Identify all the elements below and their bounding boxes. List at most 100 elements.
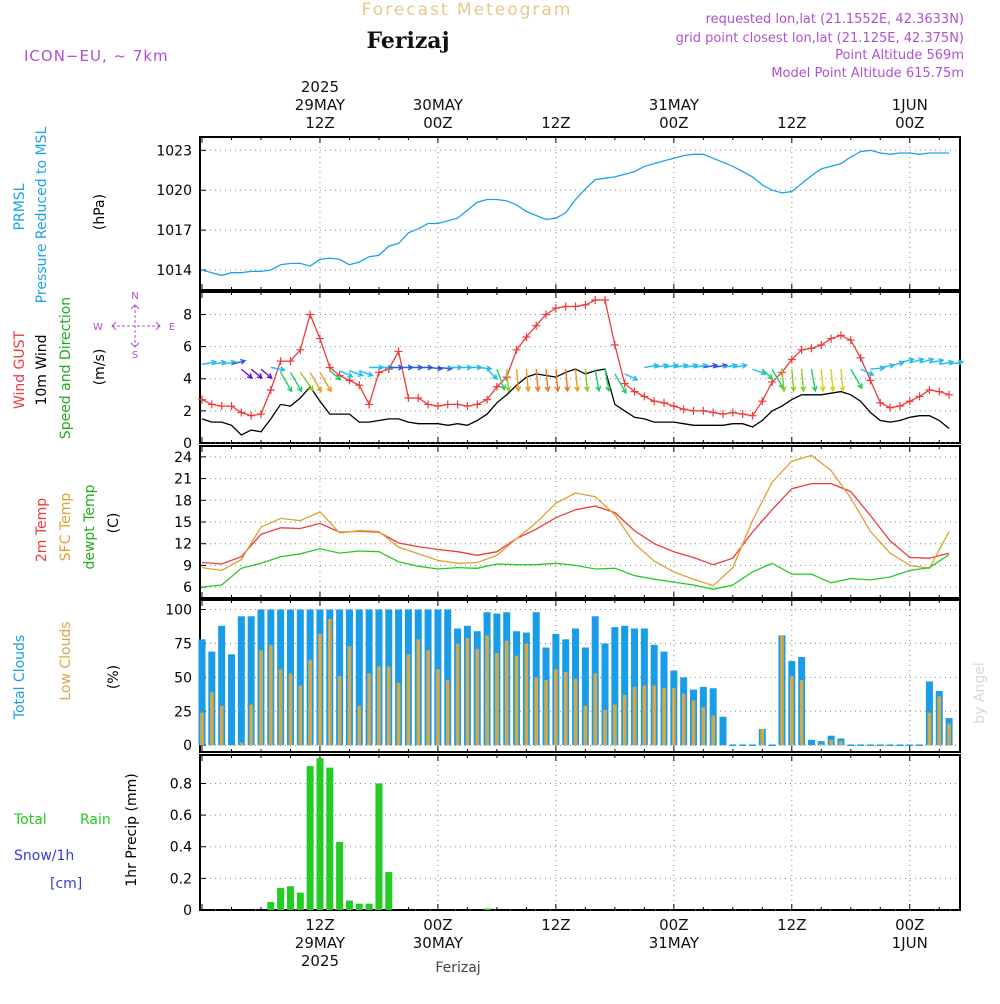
wind-ytick-label: 8 xyxy=(183,307,192,323)
bottom-axis-label: 30MAY xyxy=(413,934,464,952)
gust-point xyxy=(886,403,895,412)
gust-point xyxy=(699,406,708,415)
gust-point xyxy=(669,402,678,411)
clouds-ytick-label: 100 xyxy=(165,603,192,619)
gust-point xyxy=(738,410,747,419)
pressure-label-msl: Pressure Reduced to MSL xyxy=(34,126,50,303)
gust-point xyxy=(424,400,433,409)
wind-direction-arrow xyxy=(761,368,774,381)
low-cloud-bar xyxy=(573,678,578,746)
temperature-ytick-label: 15 xyxy=(174,515,192,531)
pressure-ytick-label: 1014 xyxy=(156,263,192,279)
gust-point xyxy=(315,334,324,343)
wind-direction-arrow xyxy=(909,357,925,364)
rain-bar xyxy=(345,900,353,910)
gust-point xyxy=(473,400,482,409)
compass-n: N xyxy=(131,291,138,302)
total-cloud-bar xyxy=(218,625,226,746)
gust-point xyxy=(571,302,580,311)
gust-point xyxy=(207,400,216,409)
low-cloud-bar xyxy=(367,673,371,746)
top-axis-label: 12Z xyxy=(777,114,806,132)
low-cloud-bar xyxy=(210,692,214,746)
pressure-ytick-label: 1020 xyxy=(156,183,192,199)
low-cloud-bar xyxy=(554,669,558,746)
temp-unit: (C) xyxy=(106,513,122,534)
total-cloud-bar xyxy=(601,643,609,746)
pressure-unit: (hPa) xyxy=(92,194,108,230)
gust-point xyxy=(414,394,423,403)
total-cloud-bar xyxy=(247,616,255,746)
wind-direction-arrow xyxy=(554,369,561,393)
precipitation-frame xyxy=(199,754,961,911)
low-cloud-bar xyxy=(790,676,794,746)
low-cloud-bar xyxy=(514,655,519,746)
low-cloud-bar xyxy=(691,700,696,746)
low-cloud-bar xyxy=(396,682,401,746)
bottom-axis-label: 29MAY xyxy=(295,934,346,952)
low-cloud-bar xyxy=(337,676,342,746)
wind-unit: (m/s) xyxy=(92,349,108,386)
temperature-ytick-label: 18 xyxy=(174,493,192,509)
bottom-axis-label: 12Z xyxy=(777,916,806,934)
gust-point xyxy=(650,397,659,406)
gust-point xyxy=(306,310,315,319)
wind-direction-arrow xyxy=(819,369,826,393)
temp-label-dewpt: dewpt Temp xyxy=(82,484,98,569)
temperature-labels: 2m Temp SFC Temp dewpt Temp (C) xyxy=(34,484,122,569)
wind-direction-arrow xyxy=(919,357,935,364)
rain-bar xyxy=(267,902,275,910)
low-cloud-bar xyxy=(475,648,480,746)
gust-point xyxy=(689,406,698,415)
top-axis-label: 29MAY xyxy=(295,96,346,114)
gust-point xyxy=(217,402,226,411)
low-cloud-bar xyxy=(937,696,942,746)
wind-direction-arrow xyxy=(929,358,945,364)
wind-direction-arrow xyxy=(899,357,915,364)
bottom-axis-label: 00Z xyxy=(895,916,924,934)
gust-point xyxy=(827,334,836,343)
dewpt-line xyxy=(201,548,950,590)
clouds-panel: 0 25 50 75 100 xyxy=(165,599,961,754)
wind-direction-arrow xyxy=(231,358,247,365)
wind-direction-arrow xyxy=(948,359,965,366)
gust-point xyxy=(836,331,845,340)
temp-2m-line xyxy=(201,482,950,566)
low-cloud-bar xyxy=(593,673,597,746)
precipitation-panel: 0 0.2 0.4 0.6 0.8 xyxy=(170,754,961,919)
wind-direction-arrow xyxy=(732,362,749,369)
total-cloud-bar xyxy=(227,654,235,746)
low-cloud-bar xyxy=(799,680,804,746)
gust-point xyxy=(807,344,816,353)
low-cloud-bar xyxy=(504,640,509,746)
low-cloud-bar xyxy=(485,635,489,746)
gust-point xyxy=(915,392,924,401)
total-cloud-bar xyxy=(237,616,245,746)
gust-point xyxy=(463,402,472,411)
rain-bar xyxy=(326,767,334,910)
wind-direction-arrow xyxy=(594,368,602,393)
wind-direction-arrow xyxy=(614,373,627,395)
gust-point xyxy=(492,382,501,391)
temperature-ytick-label: 6 xyxy=(183,580,192,596)
low-cloud-bar xyxy=(701,707,706,746)
gust-point xyxy=(404,394,413,403)
total-cloud-bar xyxy=(395,609,403,746)
low-cloud-bar xyxy=(445,680,450,746)
top-axis-label: 31MAY xyxy=(649,96,700,114)
bottom-axis-label: 00Z xyxy=(659,916,688,934)
low-cloud-bar xyxy=(662,688,666,746)
compass-e: E xyxy=(169,322,175,333)
gust-point xyxy=(345,376,354,385)
wind-direction-arrow xyxy=(359,370,374,377)
info-line-2: grid point closest lon,lat (21.125E, 42.… xyxy=(676,31,964,46)
total-cloud-bar xyxy=(621,625,629,746)
wind-direction-arrow xyxy=(604,368,612,393)
rain-bar xyxy=(385,872,393,910)
low-cloud-bar xyxy=(249,704,253,746)
low-cloud-bar xyxy=(622,695,627,746)
gust-point xyxy=(905,397,914,406)
low-cloud-bar xyxy=(239,742,244,746)
total-cloud-bar xyxy=(807,739,815,746)
temperature-ytick-label: 24 xyxy=(174,450,192,466)
